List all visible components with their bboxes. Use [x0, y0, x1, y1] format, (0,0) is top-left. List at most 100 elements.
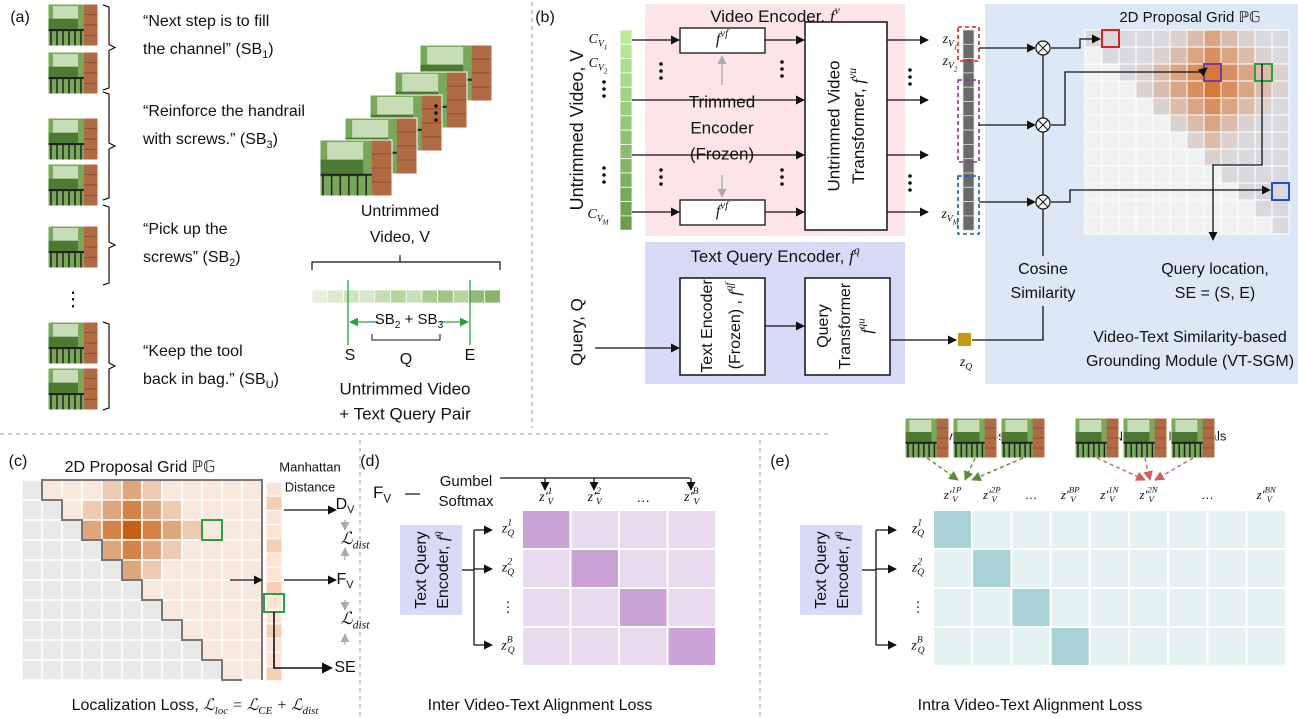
grid-cell — [1101, 114, 1120, 133]
grid-cell — [201, 559, 223, 581]
grid-cell — [1271, 46, 1290, 65]
ellipsis-dot — [434, 111, 438, 115]
grid-cell — [1169, 114, 1188, 133]
video-frame — [47, 163, 99, 207]
grid-cell — [1118, 29, 1137, 48]
label: E — [465, 347, 476, 364]
frame-sky — [1175, 420, 1198, 434]
similarity-cell — [971, 548, 1013, 589]
label: (a) — [10, 9, 30, 26]
grid-cell — [1118, 46, 1137, 65]
subscript: 2 — [229, 257, 235, 269]
grid-cell — [121, 619, 143, 641]
label: fqu — [855, 318, 876, 334]
grid-cell — [201, 499, 223, 521]
grid-cell — [201, 539, 223, 561]
frame-border — [47, 367, 99, 411]
grid-cell — [1135, 46, 1154, 65]
math-symbol: C — [589, 32, 599, 47]
grid-cell — [1135, 199, 1154, 218]
frame-sky — [377, 97, 414, 117]
frame-tree — [905, 432, 932, 444]
clip-cell — [468, 289, 486, 304]
grid-cell — [1237, 80, 1256, 99]
frame-sky — [352, 120, 389, 140]
label: 2D Proposal Grid ℙ𝔾 — [65, 459, 216, 476]
caption-line: the channel” (SB1) — [143, 41, 274, 61]
grid-cell — [21, 599, 43, 621]
grid-cell — [201, 599, 223, 621]
grid-cell — [1084, 131, 1103, 150]
text-part: with screws.” (SB — [142, 131, 267, 148]
grid-cell — [141, 479, 163, 501]
subscript: loc — [215, 705, 228, 717]
grid-cell — [141, 579, 163, 601]
proposal-cell — [265, 595, 283, 611]
math-symbol: z′ — [982, 487, 991, 502]
text-part: Encoder, — [835, 541, 852, 609]
math-symbol: C — [587, 207, 597, 222]
grid-cell — [1084, 148, 1103, 167]
grid-cell — [161, 479, 183, 501]
grid-cell — [61, 619, 83, 641]
grid-cell — [1169, 97, 1188, 116]
connector — [964, 457, 976, 481]
grid-cell — [1152, 165, 1171, 184]
embedding-cell — [962, 115, 975, 131]
label: z′2 V — [587, 487, 603, 507]
connector — [1096, 457, 1146, 481]
grid-cell — [141, 599, 163, 621]
label: z1 Q — [501, 519, 514, 539]
label: z′BN V — [1256, 485, 1277, 505]
frame-sky — [53, 324, 78, 339]
clip-cell — [452, 289, 470, 304]
clip-cell — [358, 289, 376, 304]
grid-cell — [221, 519, 243, 541]
frame-sky — [53, 6, 78, 21]
label: … — [636, 489, 650, 505]
similarity-cell — [521, 626, 572, 667]
subscript: V — [597, 215, 604, 225]
frame-sky — [53, 370, 78, 385]
grid-cell — [1220, 46, 1239, 65]
label: Encoder — [690, 118, 754, 137]
clip-cell — [619, 143, 633, 160]
clip-cell — [619, 201, 633, 217]
grid-cell — [41, 579, 63, 601]
clip-cell — [619, 86, 633, 102]
grid-cell — [121, 539, 143, 561]
proposal-cell — [265, 509, 283, 526]
grid-cell — [1152, 29, 1171, 48]
grid-cell — [1135, 148, 1154, 167]
clip-cell — [619, 186, 633, 203]
math-symbol: z′ — [587, 490, 597, 505]
grid-cell — [101, 579, 123, 601]
frame-sky — [53, 228, 78, 243]
frame-encoder-box — [679, 199, 766, 226]
grid-cell — [1135, 216, 1154, 235]
connector — [971, 457, 1024, 482]
grid-cell — [1118, 148, 1137, 167]
grid-cell — [1118, 182, 1137, 201]
subscript: V — [1070, 494, 1077, 504]
label: fvf — [716, 27, 730, 48]
embedding-cell — [962, 158, 975, 174]
subscript: V — [1109, 494, 1116, 504]
subscript: M — [952, 218, 960, 226]
grid-cell — [1237, 63, 1256, 82]
frame-tree — [1001, 432, 1028, 444]
grid-cell — [1084, 114, 1103, 133]
subscript: V — [548, 498, 555, 508]
grid-cell — [1271, 165, 1290, 184]
ellipsis-dot — [780, 182, 784, 186]
label: ℒdist — [341, 609, 371, 631]
ellipsis-dot — [780, 74, 784, 78]
subscript: Q — [507, 529, 514, 539]
embedding-cell — [962, 101, 975, 117]
frame-border — [319, 139, 393, 197]
subscript: V — [598, 40, 605, 50]
video-frame — [47, 367, 99, 411]
grid-cell — [1169, 148, 1188, 167]
text-part: F — [336, 571, 346, 588]
grid-cell — [1186, 46, 1205, 65]
